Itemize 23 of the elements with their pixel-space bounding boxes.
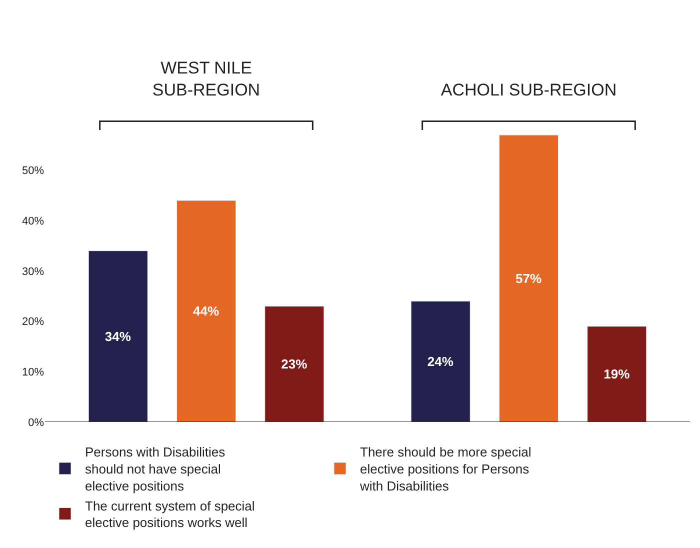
data-label: 57% (516, 271, 542, 286)
y-tick-label: 30% (22, 266, 44, 278)
y-tick-label: 20% (22, 316, 44, 328)
x-tick-label: WEST NILE SUB-REGION (152, 58, 260, 100)
x-tick-label: ACHOLI SUB-REGION (440, 80, 617, 100)
legend-label: The current system of special elective positions works well (85, 498, 255, 530)
bar (410, 300, 470, 422)
y-tick-label: 10% (22, 366, 44, 379)
bar (176, 200, 236, 422)
bar (587, 326, 647, 422)
legend-label: Persons with Disabilities should not have special elective positions (85, 444, 226, 494)
legend-label: There should be more special elective positions for Persons with Disabilities (359, 444, 532, 494)
y-tick-label: 40% (22, 215, 44, 228)
y-tick-label: 0% (28, 416, 44, 429)
data-label: 24% (427, 354, 454, 370)
data-label: 34% (104, 328, 132, 344)
data-label: 44% (193, 304, 220, 319)
data-label: 23% (281, 356, 308, 372)
bar (88, 250, 148, 422)
y-tick-label: 50% (22, 165, 44, 178)
bar (498, 134, 559, 422)
bar (264, 306, 324, 422)
data-label: 19% (604, 366, 630, 382)
